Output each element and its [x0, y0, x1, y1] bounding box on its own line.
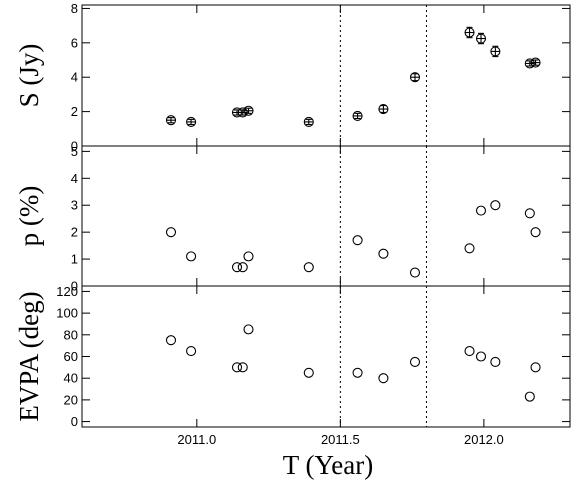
data-point	[237, 262, 248, 273]
data-point	[524, 391, 535, 402]
data-point	[524, 208, 535, 219]
data-point	[165, 115, 177, 126]
data-point	[243, 324, 254, 335]
y-tick-label: 0	[71, 139, 78, 154]
panel-frame	[81, 145, 571, 287]
data-point	[303, 367, 314, 378]
data-point	[378, 248, 389, 259]
data-point	[490, 356, 501, 367]
y-tick-label: 0	[71, 414, 78, 429]
data-point	[237, 107, 248, 118]
x-tick-label: 2011.5	[321, 432, 360, 447]
y-tick-label: 3	[71, 198, 78, 213]
y-tick-label: 80	[64, 327, 78, 342]
data-point	[165, 227, 177, 238]
data-point	[530, 362, 541, 373]
x-tick-label: 2011.0	[177, 432, 216, 447]
data-point	[475, 351, 487, 362]
data-point	[231, 362, 243, 373]
y-tick-label: 100	[56, 306, 78, 321]
data-point	[243, 251, 254, 262]
data-point	[464, 346, 475, 357]
data-point	[352, 367, 363, 378]
data-point	[490, 46, 501, 57]
data-point	[475, 205, 487, 216]
data-point	[352, 235, 363, 246]
data-point	[409, 72, 421, 83]
y-tick-label: 2	[71, 104, 78, 119]
data-point	[490, 200, 501, 211]
data-point	[475, 33, 487, 44]
panel-frame	[81, 4, 571, 147]
y-axis-label: S (Jy)	[14, 44, 44, 108]
data-point	[303, 116, 314, 127]
data-point	[524, 58, 535, 69]
y-axis-label: EVPA (deg)	[14, 291, 44, 421]
data-point	[243, 105, 254, 116]
data-point	[303, 262, 314, 273]
data-point	[378, 373, 389, 384]
data-point	[464, 27, 475, 38]
x-axis-label: T (Year)	[283, 450, 374, 480]
y-tick-label: 6	[71, 35, 78, 50]
data-point	[231, 262, 243, 273]
y-tick-label: 2	[71, 225, 78, 240]
y-tick-label: 60	[64, 349, 78, 364]
panel-frame	[81, 285, 571, 428]
y-tick-label: 40	[64, 371, 78, 386]
data-point	[530, 227, 541, 238]
y-tick-label: 8	[71, 1, 78, 16]
y-tick-label: 4	[71, 70, 78, 85]
y-tick-label: 4	[71, 171, 78, 186]
data-point	[464, 243, 475, 254]
data-point	[165, 335, 177, 346]
y-tick-label: 20	[64, 392, 78, 407]
data-point	[186, 346, 197, 357]
data-point	[352, 110, 363, 121]
data-point	[186, 251, 197, 262]
y-tick-label: 5	[71, 144, 78, 159]
y-tick-label: 0	[71, 279, 78, 294]
data-point	[530, 57, 541, 68]
y-tick-label: 1	[71, 252, 78, 267]
data-point	[186, 116, 197, 127]
data-point	[409, 267, 421, 278]
data-point	[237, 362, 248, 373]
x-tick-label: 2012.0	[464, 432, 504, 447]
data-point	[378, 103, 389, 115]
data-point	[409, 356, 421, 367]
y-tick-label: 120	[56, 284, 78, 299]
y-axis-label: p (%)	[14, 186, 44, 247]
